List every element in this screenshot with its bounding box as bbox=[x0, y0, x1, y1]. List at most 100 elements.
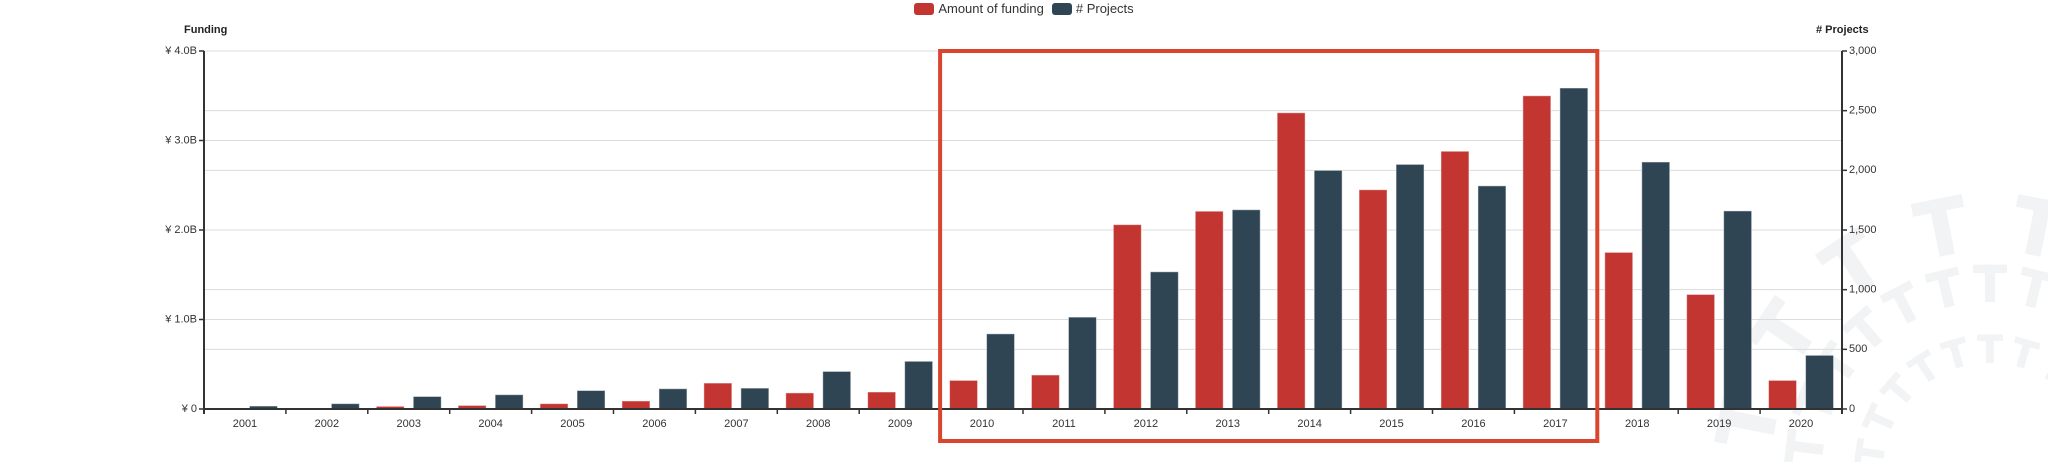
watermark-bar bbox=[1879, 371, 1901, 396]
watermark-stem bbox=[1717, 408, 1777, 435]
bar-funding-2018 bbox=[1604, 251, 1634, 410]
bar-projects-2020 bbox=[1805, 354, 1835, 410]
x-tick-label: 2005 bbox=[560, 418, 584, 430]
watermark-glyph bbox=[1861, 401, 1895, 430]
x-tick-label: 2013 bbox=[1216, 418, 1240, 430]
bar-projects-2019 bbox=[1723, 210, 1753, 410]
right-tick-label: 500 bbox=[1849, 343, 1867, 355]
watermark-bar bbox=[2015, 194, 2048, 217]
left-tick-label: ¥ 4.0B bbox=[164, 45, 197, 57]
bar-funding-2007 bbox=[703, 382, 733, 410]
left-tick-label: ¥ 0 bbox=[181, 403, 197, 415]
bar-projects-2017 bbox=[1559, 87, 1589, 410]
right-tick-label: 0 bbox=[1849, 403, 1855, 415]
watermark-bar bbox=[1905, 348, 1932, 369]
x-tick-label: 2011 bbox=[1052, 418, 1076, 430]
bar-funding-2006 bbox=[621, 400, 651, 410]
bar-projects-2005 bbox=[576, 390, 606, 410]
right-tick-label: 1,500 bbox=[1849, 224, 1877, 236]
x-tick-label: 2007 bbox=[724, 418, 748, 430]
legend-item-funding[interactable]: Amount of funding bbox=[914, 1, 1044, 16]
legend-swatch-projects bbox=[1051, 2, 1072, 15]
x-tick-label: 2014 bbox=[1297, 418, 1321, 430]
bar-projects-2008 bbox=[822, 370, 852, 410]
watermark-glyph bbox=[1853, 437, 1885, 462]
watermark-glyph bbox=[2020, 266, 2048, 309]
right-tick-label: 2,000 bbox=[1849, 164, 1877, 176]
bar-projects-2014 bbox=[1313, 169, 1343, 410]
x-tick-label: 2003 bbox=[397, 418, 421, 430]
right-tick-label: 3,000 bbox=[1849, 45, 1877, 57]
bar-funding-2014 bbox=[1276, 112, 1306, 410]
watermark-glyph bbox=[1910, 194, 1965, 257]
left-tick-label: ¥ 1.0B bbox=[164, 313, 197, 325]
bar-funding-2019 bbox=[1686, 293, 1716, 410]
x-tick-label: 2009 bbox=[888, 418, 912, 430]
x-tick-label: 2008 bbox=[806, 418, 830, 430]
watermark-glyph bbox=[2015, 194, 2048, 257]
watermark-stem bbox=[1913, 353, 1936, 383]
watermark-bar bbox=[1939, 336, 1967, 350]
watermark-stem bbox=[1986, 334, 1994, 363]
watermark-glyph bbox=[1977, 334, 2003, 363]
watermark-bar bbox=[1879, 280, 1914, 304]
x-tick-label: 2004 bbox=[478, 418, 502, 430]
bar-funding-2011 bbox=[1030, 374, 1060, 410]
legend-swatch-funding bbox=[914, 2, 935, 15]
bar-funding-2012 bbox=[1112, 224, 1142, 410]
watermark-bar bbox=[1910, 194, 1965, 217]
left-tick-label: ¥ 3.0B bbox=[164, 134, 197, 146]
watermark-bar bbox=[1861, 401, 1878, 429]
bar-funding-2013 bbox=[1194, 210, 1224, 410]
bar-projects-2011 bbox=[1067, 316, 1097, 410]
bar-funding-2009 bbox=[867, 391, 897, 410]
left-tick-label: ¥ 2.0B bbox=[164, 224, 197, 236]
watermark-glyph bbox=[1745, 294, 1813, 355]
x-tick-label: 2012 bbox=[1134, 418, 1158, 430]
watermark-glyph bbox=[1973, 264, 2007, 302]
watermark-stem bbox=[1865, 410, 1895, 430]
watermark-bar bbox=[1973, 264, 2007, 274]
bar-funding-2017 bbox=[1522, 95, 1552, 410]
watermark-stem bbox=[1935, 269, 1955, 309]
bar-projects-2010 bbox=[986, 333, 1016, 410]
bar-projects-2004 bbox=[494, 394, 524, 410]
legend-item-projects[interactable]: # Projects bbox=[1051, 1, 1134, 16]
watermark-bar bbox=[1841, 304, 1873, 334]
bar-projects-2016 bbox=[1477, 185, 1507, 410]
watermark-bar bbox=[1814, 225, 1866, 266]
highlight-box bbox=[938, 49, 1600, 443]
x-tick-label: 2019 bbox=[1707, 418, 1731, 430]
right-tick-label: 1,000 bbox=[1849, 284, 1877, 296]
watermark-glyph bbox=[1939, 336, 1967, 369]
bar-projects-2009 bbox=[904, 360, 934, 410]
watermark-stem bbox=[2025, 269, 2045, 309]
watermark-stem bbox=[1785, 440, 1824, 455]
bar-projects-2015 bbox=[1395, 163, 1425, 410]
bar-funding-2020 bbox=[1768, 379, 1798, 410]
bar-funding-2016 bbox=[1440, 150, 1470, 410]
x-tick-label: 2018 bbox=[1625, 418, 1649, 430]
chart-legend: Amount of funding # Projects bbox=[0, 1, 2048, 16]
watermark-logo bbox=[1714, 194, 2048, 462]
bar-projects-2013 bbox=[1231, 209, 1261, 410]
watermark-stem bbox=[1884, 378, 1912, 403]
bar-projects-2006 bbox=[658, 388, 688, 410]
watermark-glyph bbox=[1879, 371, 1912, 403]
watermark-stem bbox=[1928, 197, 1955, 257]
watermark-bar bbox=[1745, 294, 1786, 346]
watermark-stem bbox=[1849, 312, 1883, 348]
watermark-glyph bbox=[1924, 266, 1960, 309]
watermark-bar bbox=[2020, 266, 2048, 283]
x-tick-label: 2001 bbox=[233, 418, 257, 430]
watermark-stem bbox=[1890, 285, 1917, 324]
x-tick-label: 2017 bbox=[1543, 418, 1567, 430]
bar-projects-2018 bbox=[1641, 161, 1671, 410]
legend-label-projects: # Projects bbox=[1075, 1, 1134, 16]
watermark-glyph bbox=[2044, 353, 2048, 383]
right-tick-label: 2,500 bbox=[1849, 105, 1877, 117]
watermark-glyph bbox=[1784, 428, 1824, 462]
watermark-stem bbox=[2044, 353, 2048, 383]
axes bbox=[199, 50, 1847, 414]
